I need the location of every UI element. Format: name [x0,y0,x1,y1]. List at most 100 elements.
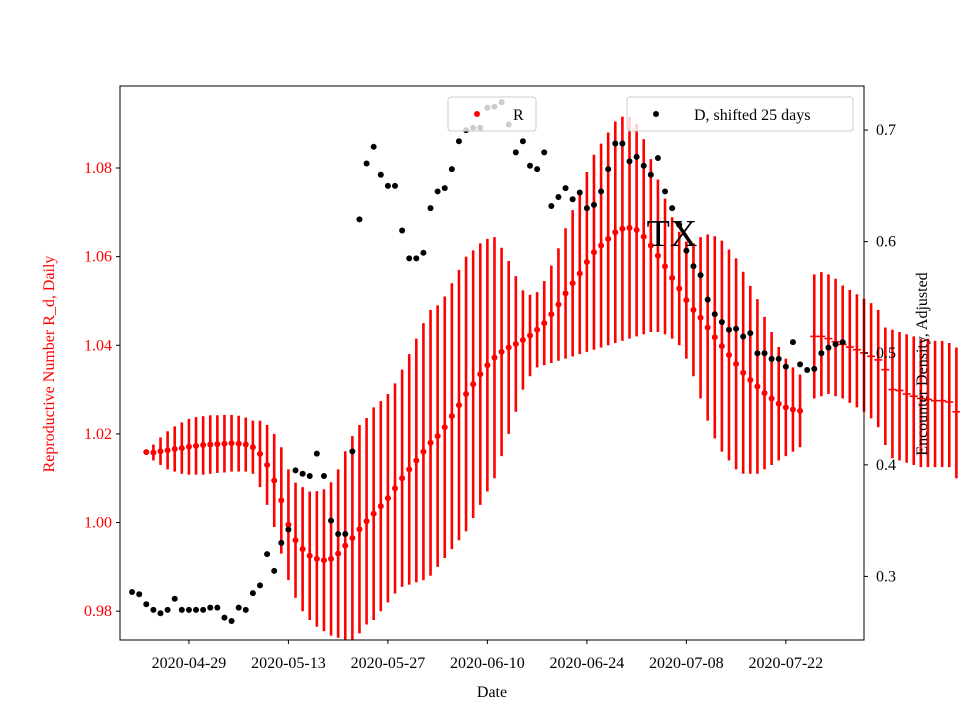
d-point [740,333,747,340]
r-point [320,557,327,564]
d-point [171,595,178,602]
d-point [839,339,846,346]
r-point [434,433,441,440]
left-axis-label: Reproductive Number R_d, Daily [41,256,58,473]
d-point [278,539,285,546]
r-point [548,311,555,318]
r-point [463,391,470,398]
r-point [676,285,683,292]
d-point [249,590,256,597]
d-point [804,366,811,373]
r-point [555,301,562,308]
x-axis-label: Date [477,684,507,701]
r-point [690,306,697,313]
r-point [299,546,306,553]
r-point [505,344,512,351]
r-point [562,290,569,297]
d-point [782,363,789,370]
d-point [733,325,740,332]
r-point [683,297,690,304]
r-point [647,242,654,249]
d-point [150,606,157,613]
r-point [598,242,605,249]
x-axis: 2020-04-29 2020-05-13 2020-05-27 2020-06-10… [152,640,824,672]
d-point [406,255,413,262]
r-point [150,449,157,456]
d-point [548,202,555,209]
d-point [413,255,420,262]
d-point [200,606,207,613]
d-point [320,472,327,479]
d-point [363,160,370,167]
r-point [193,442,200,449]
left-tick-label: 1.08 [84,160,112,177]
d-point [214,604,221,611]
d-point [569,196,576,203]
r-point [619,225,626,232]
x-tick-label: 2020-05-13 [251,655,326,672]
d-point [164,606,171,613]
d-point [228,618,235,625]
r-point [214,441,221,448]
left-tick-label: 1.04 [84,337,112,354]
d-point [427,205,434,212]
r-point [313,555,320,562]
r-point [534,326,541,333]
r-point [377,503,384,510]
r-point [235,440,242,447]
right-tick-label: 0.6 [876,234,896,251]
d-point [264,551,271,558]
r-point [541,320,548,327]
r-point [754,383,761,390]
x-tick-label: 2020-07-22 [749,655,824,672]
r-point [583,258,590,265]
r-point [349,535,356,542]
d-point [711,311,718,318]
r-point [171,445,178,452]
r-point [356,526,363,533]
plot-frame [119,85,865,641]
d-point [178,606,185,613]
legend-d-label: D, shifted 25 days [694,107,810,124]
r-series [143,116,960,640]
d-point [384,182,391,189]
d-point [811,365,818,372]
r-point [420,448,427,455]
r-point [157,448,164,455]
x-tick-label: 2020-06-24 [550,655,625,672]
d-point [725,326,732,333]
x-tick-label: 2020-07-08 [649,655,724,672]
d-point [818,350,825,357]
r-point [370,510,377,517]
r-point [399,475,406,482]
legend-d: D, shifted 25 days [626,96,854,132]
d-point [242,606,249,613]
d-point [193,606,200,613]
r-point [264,461,271,468]
d-point [704,296,711,303]
r-point [761,390,768,397]
left-tick-label: 1.02 [84,426,112,443]
d-point [335,531,342,537]
r-point [725,352,732,359]
r-point [704,324,711,331]
d-point [392,182,398,189]
r-point [363,518,370,525]
d-point [534,166,541,173]
x-tick-label: 2020-05-27 [351,655,426,672]
r-point [143,449,150,456]
d-point [662,188,669,195]
right-axis-label: Encounter Density, Adjusted [914,272,931,455]
d-point [185,606,192,613]
r-point [498,348,505,355]
d-point [143,601,150,608]
d-point [399,227,406,234]
d-point [292,467,299,474]
d-point [797,361,804,368]
d-point [690,263,697,270]
d-point [718,318,725,325]
r-point [448,413,455,420]
r-point [662,263,669,270]
r-point [633,227,640,234]
d-point [299,470,306,477]
